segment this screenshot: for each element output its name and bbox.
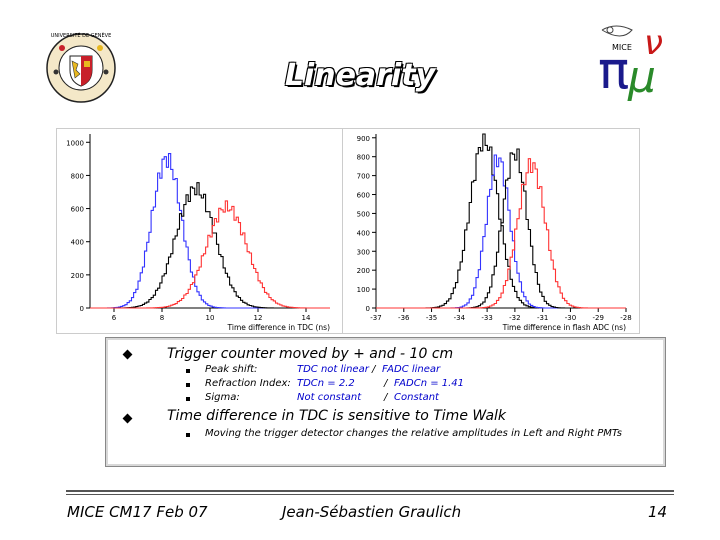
university-of-geneva-seal-icon: UNIVERSITÉ DE GENÈVE — [46, 31, 116, 103]
x-tick-label: -30 — [565, 314, 576, 322]
x-tick-label: 10 — [206, 314, 215, 322]
peak-shift-sep: / — [372, 364, 376, 375]
x-tick-label: -32 — [509, 314, 520, 322]
mice-logo-icon: π μ ν MICE — [598, 23, 663, 103]
y-tick-label: 900 — [357, 135, 370, 143]
x-tick-label: 14 — [302, 314, 311, 322]
x-axis-label: Time difference in TDC (ns) — [227, 323, 331, 332]
sigma-fadc: Constant — [394, 392, 439, 403]
time-walk-note: Moving the trigger detector changes the … — [205, 428, 622, 439]
footer-meeting: MICE CM17 Feb 07 — [67, 503, 208, 521]
notes-box — [105, 337, 666, 467]
histogram-series-3 — [376, 158, 626, 309]
peak-shift-label: Peak shift: — [205, 364, 258, 375]
y-tick-label: 100 — [357, 286, 370, 294]
refraction-index-sep: / — [384, 378, 388, 389]
x-tick-label: 8 — [160, 314, 164, 322]
x-tick-label: -31 — [537, 314, 548, 322]
x-axis-label: Time difference in flash ADC (ns) — [502, 323, 626, 332]
sub-bullet-marker — [186, 369, 190, 373]
bullet-1-text: Trigger counter moved by + and - 10 cm — [167, 346, 454, 362]
chart-frame — [56, 128, 346, 334]
logo-mice-text: MICE — [612, 43, 632, 52]
y-tick-label: 200 — [71, 272, 84, 280]
fadc-time-difference-chart: 0 100 200 300 400 500 600 700 800 900 -37 -36 -35 -34… — [342, 128, 640, 334]
sub-bullet-marker — [186, 383, 190, 387]
x-tick-label: -29 — [593, 314, 604, 322]
peak-shift-fadc: FADC linear — [382, 364, 441, 375]
seal-ring-text: UNIVERSITÉ DE GENÈVE — [51, 31, 112, 39]
y-tick-label: 1000 — [66, 139, 84, 147]
histogram-series-2 — [90, 200, 330, 309]
sigma-sep: / — [384, 392, 388, 403]
footer-divider-thin — [66, 494, 674, 495]
refraction-index-label: Refraction Index: — [205, 378, 291, 389]
sigma-label: Sigma: — [205, 392, 240, 403]
x-tick-label: 12 — [254, 314, 263, 322]
x-tick-label: -37 — [370, 314, 381, 322]
y-tick-label: 400 — [357, 229, 370, 237]
histogram-series-1 — [90, 182, 330, 309]
y-tick-label: 400 — [71, 239, 84, 247]
x-tick-label: -28 — [620, 314, 631, 322]
x-tick-label: -35 — [426, 314, 437, 322]
y-tick-label: 200 — [357, 267, 370, 275]
y-tick-label: 600 — [71, 206, 84, 214]
peak-shift-tdc: TDC not linear — [297, 364, 369, 375]
x-tick-label: -34 — [454, 314, 466, 322]
x-tick-label: 6 — [112, 314, 117, 322]
y-tick-label: 800 — [357, 154, 370, 162]
footer-author: Jean-Sébastien Graulich — [282, 503, 462, 521]
y-tick-label: 600 — [357, 192, 370, 200]
y-tick-label: 0 — [366, 305, 370, 313]
x-tick-label: -33 — [481, 314, 492, 322]
y-tick-label: 700 — [357, 173, 370, 181]
y-tick-label: 300 — [357, 248, 370, 256]
x-tick-label: -36 — [398, 314, 410, 322]
logo-nu: ν — [644, 23, 663, 63]
footer-divider — [66, 490, 674, 492]
refraction-index-fadc: FADCn = 1.41 — [394, 378, 465, 389]
slide-title: Linearity — [284, 58, 436, 93]
chart-frame — [342, 128, 640, 334]
y-tick-label: 800 — [71, 172, 84, 180]
sub-bullet-marker — [186, 433, 190, 437]
sub-bullet-marker — [186, 397, 190, 401]
logo-pi: π — [598, 41, 629, 101]
page-number: 14 — [648, 503, 668, 521]
bullet-2-text: Time difference in TDC is sensitive to T… — [167, 408, 507, 424]
y-tick-label: 500 — [357, 210, 370, 218]
logo-mu: μ — [627, 52, 656, 103]
y-tick-label: 0 — [80, 305, 84, 313]
sigma-tdc: Not constant — [297, 392, 362, 403]
refraction-index-tdc: TDCn = 2.2 — [297, 378, 355, 389]
